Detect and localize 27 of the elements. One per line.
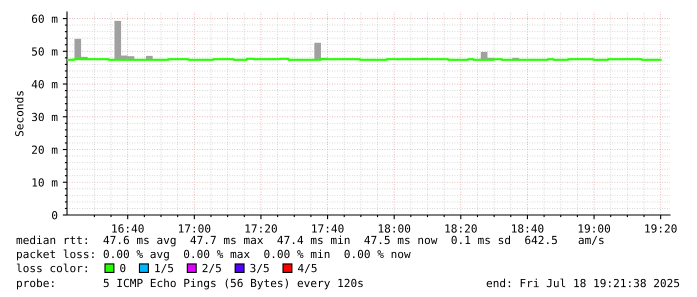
y-tick-label: 10 m: [32, 178, 58, 187]
y-axis-title: Seconds: [14, 91, 24, 136]
legend-title: loss color:: [16, 264, 87, 272]
y-tick-label: 40 m: [32, 80, 58, 88]
y-tick-label: 0: [52, 211, 58, 220]
x-tick-label: 16:40: [112, 224, 144, 233]
y-tick-label: 50 m: [32, 47, 58, 56]
y-tick-label: 30 m: [32, 112, 58, 122]
x-tick-label: 18:00: [378, 224, 410, 233]
x-tick-label: 18:20: [445, 224, 477, 233]
y-tick-label: 60 m: [32, 14, 58, 23]
legend-label: 1/5: [155, 264, 174, 274]
legend-label: 4/5: [298, 264, 317, 274]
text: median rtt: 47.6 ms avg 47.7 ms max 47.4 ms min 47.5 ms now 0.1 ms sd 642.5 am/s: [16, 236, 604, 246]
x-tick-label: 17:20: [246, 224, 277, 233]
text: end: Fri Jul 18 19:21:38 2025: [486, 278, 680, 288]
x-tick-label: 17:00: [178, 224, 210, 233]
y-tick-label: 20 m: [32, 146, 58, 154]
text: packet loss: 0.00 % avg 0.00 % max 0.00 % min 0.00 % now: [17, 250, 411, 260]
x-tick-label: 17:40: [312, 224, 344, 233]
x-tick-label: 19:20: [645, 224, 677, 233]
text: probe: 5 ICMP Echo Pings (56 Bytes) every 120s: [17, 278, 363, 290]
legend-label: 2/5: [202, 264, 221, 274]
x-tick-label: 19:00: [578, 224, 610, 233]
legend-label: 0: [120, 264, 126, 272]
x-tick-label: 18:40: [512, 224, 544, 233]
legend-label: 3/5: [250, 264, 269, 274]
